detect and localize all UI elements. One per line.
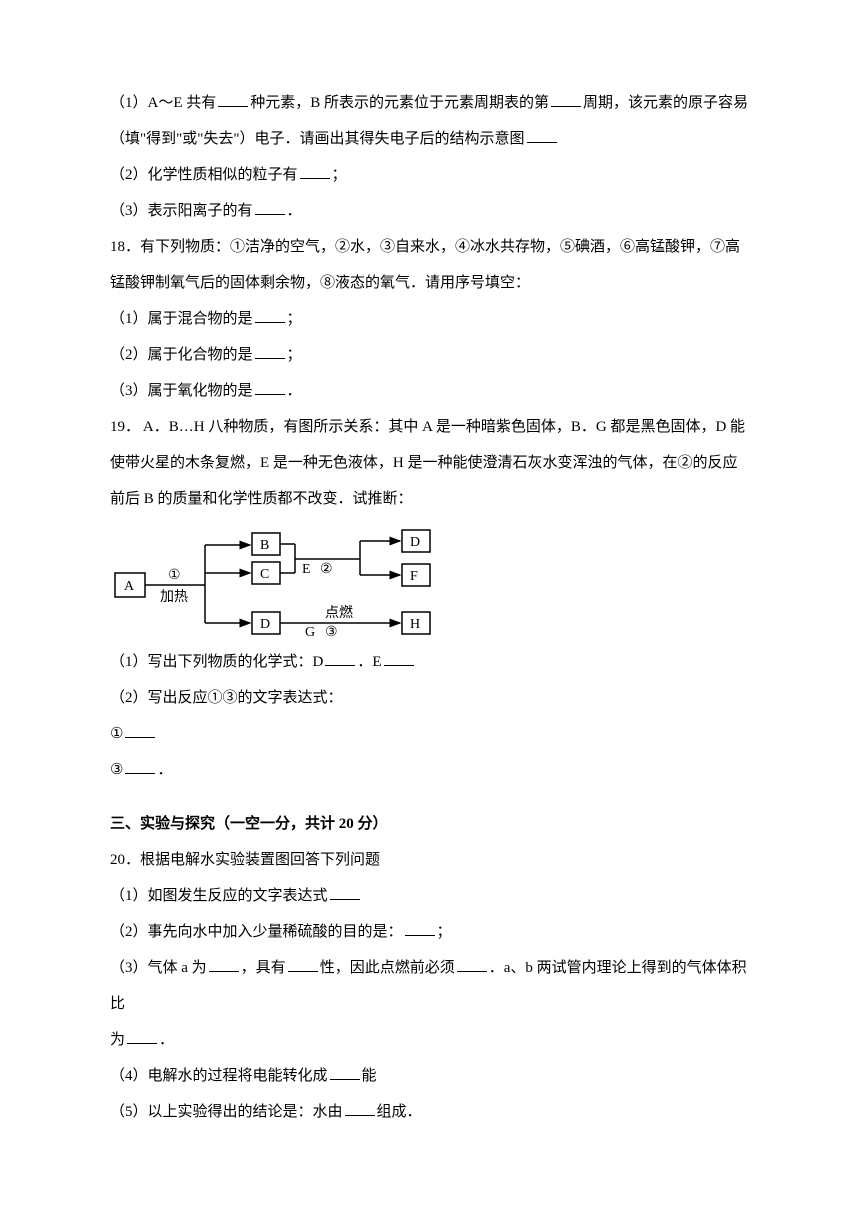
text: 能 xyxy=(362,1068,377,1084)
q17-line1: （1）A～E 共有 种元素，B 所表示的元素位于元素周期表的第 周期，该元素的原子容… xyxy=(110,85,750,121)
text: （5）以上实验得出的结论是：水由 xyxy=(110,1104,343,1120)
blank xyxy=(345,1101,375,1116)
e-label: E xyxy=(302,562,311,577)
q18-l1: （1）属于混合物的是 ； xyxy=(110,301,750,337)
q19-intro: 19． A．B…H 八种物质，有图所示关系：其中 A 是一种暗紫色固体，B．G … xyxy=(110,409,750,517)
blank xyxy=(405,921,435,936)
q18-l2: （2）属于化合物的是 ； xyxy=(110,337,750,373)
q20-intro: 20．根据电解水实验装置图回答下列问题 xyxy=(110,842,750,878)
text: 种元素，B 所表示的元素位于元素周期表的第 xyxy=(250,95,549,111)
node-d2: D xyxy=(410,535,420,550)
text: （1）如图发生反应的文字表达式 xyxy=(110,888,328,904)
q19-l4: ③． xyxy=(110,752,750,788)
blank xyxy=(255,380,285,395)
text: ，具有 xyxy=(241,960,286,976)
q20-l4: （4）电解水的过程将电能转化成 能 xyxy=(110,1058,750,1094)
blank xyxy=(218,92,248,107)
text: （1）写出下列物质的化学式：D xyxy=(110,654,323,670)
q19-l3: ① xyxy=(110,716,750,752)
text: ． xyxy=(159,1032,174,1048)
node-b: B xyxy=(260,538,269,553)
blank xyxy=(551,92,581,107)
q17-line3: （2）化学性质相似的粒子有 ； xyxy=(110,157,750,193)
text: ． xyxy=(287,383,302,399)
blank xyxy=(125,759,155,774)
heat-label: 加热 xyxy=(160,589,188,605)
blank xyxy=(330,1065,360,1080)
text: 性，因此点燃前必须 xyxy=(320,960,455,976)
text: ． xyxy=(287,203,302,219)
q20-l2: （2）事先向水中加入少量稀硫酸的目的是： ； xyxy=(110,914,750,950)
blank xyxy=(255,344,285,359)
text: （2）属于化合物的是 xyxy=(110,347,253,363)
q20-l3: （3）气体 a 为，具有性，因此点燃前必须．a、b 两试管内理论上得到的气体体积… xyxy=(110,950,750,1022)
text: ① xyxy=(110,726,123,742)
text: （1）A～E 共有 xyxy=(110,95,216,111)
blank xyxy=(300,164,330,179)
text: （2）事先向水中加入少量稀硫酸的目的是： xyxy=(110,924,403,940)
text: ； xyxy=(437,924,452,940)
blank xyxy=(330,885,360,900)
text: （填"得到"或"失去"）电子．请画出其得失电子后的结构示意图 xyxy=(110,131,525,147)
text: （3）气体 a 为 xyxy=(110,960,207,976)
text: ③ xyxy=(110,762,123,778)
q19-diagram: A ① 加热 B C D E ② D F 点燃 G ③ H xyxy=(110,523,450,638)
text: ； xyxy=(332,167,347,183)
text: ． xyxy=(157,762,172,778)
text: （4）电解水的过程将电能转化成 xyxy=(110,1068,328,1084)
section3-title: 三、实验与探究（一空一分，共计 20 分） xyxy=(110,806,750,842)
text: （3）属于氧化物的是 xyxy=(110,383,253,399)
blank xyxy=(384,651,414,666)
q18-l3: （3）属于氧化物的是 ． xyxy=(110,373,750,409)
q20-l5: （5）以上实验得出的结论是：水由 组成． xyxy=(110,1094,750,1130)
burn-label: 点燃 xyxy=(325,604,353,621)
q18-intro: 18．有下列物质：①洁净的空气，②水，③自来水，④冰水共存物，⑤碘酒，⑥高锰酸钾… xyxy=(110,229,750,301)
node-c: C xyxy=(260,567,269,582)
blank xyxy=(125,723,155,738)
step3-label: ③ xyxy=(325,625,338,638)
q19-l1: （1）写出下列物质的化学式：D ．E xyxy=(110,644,750,680)
text: ； xyxy=(287,347,302,363)
blank xyxy=(209,957,239,972)
g-label: G xyxy=(305,625,315,638)
blank xyxy=(255,308,285,323)
q19-l2: （2）写出反应①③的文字表达式： xyxy=(110,680,750,716)
node-a: A xyxy=(124,579,135,594)
text: ； xyxy=(287,311,302,327)
node-h: H xyxy=(410,617,420,632)
blank xyxy=(325,651,355,666)
blank xyxy=(457,957,487,972)
blank xyxy=(127,1029,157,1044)
blank xyxy=(255,200,285,215)
node-f: F xyxy=(410,569,418,584)
text: 组成． xyxy=(377,1104,422,1120)
q20-l3b: 为． xyxy=(110,1022,750,1058)
q17-line4: （3）表示阳离子的有 ． xyxy=(110,193,750,229)
step2-label: ② xyxy=(320,562,333,577)
blank xyxy=(288,957,318,972)
text: （2）化学性质相似的粒子有 xyxy=(110,167,298,183)
q17-line2: （填"得到"或"失去"）电子．请画出其得失电子后的结构示意图 xyxy=(110,121,750,157)
text: （1）属于混合物的是 xyxy=(110,311,253,327)
step1-label: ① xyxy=(168,568,181,583)
blank xyxy=(527,128,557,143)
text: ．E xyxy=(357,654,381,670)
text: 周期，该元素的原子容易 xyxy=(583,95,748,111)
node-d: D xyxy=(260,617,270,632)
text: （3）表示阳离子的有 xyxy=(110,203,253,219)
q20-l1: （1）如图发生反应的文字表达式 xyxy=(110,878,750,914)
text: 为 xyxy=(110,1032,125,1048)
